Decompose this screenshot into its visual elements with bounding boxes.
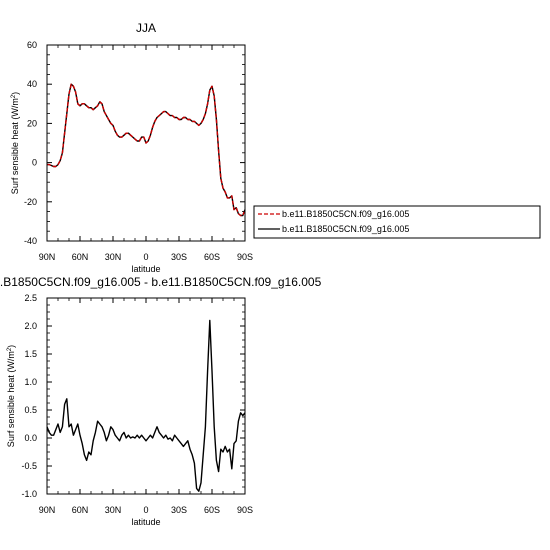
top-ylabel-close: ) xyxy=(10,92,20,95)
bottom-ytick-label: 1.5 xyxy=(24,349,37,359)
bottom-title: b.e11.B1850C5CN.f09_g16.005 - b.e11.B185… xyxy=(0,275,322,289)
top-ylabel-superscript: 2 xyxy=(11,94,17,98)
top-xlabel: latitude xyxy=(131,264,160,274)
bottom-ytick-label: 2.0 xyxy=(24,321,37,331)
legend: b.e11.B1850C5CN.f09_g16.005 b.e11.B1850C… xyxy=(253,205,541,239)
top-series-group xyxy=(47,83,246,217)
bottom-xtick-label: 60S xyxy=(204,505,220,515)
bottom-xtick-label: 60N xyxy=(72,505,89,515)
bottom-ytick-label: 0.5 xyxy=(24,405,37,415)
bottom-series-group xyxy=(46,319,246,492)
top-xtick-label: 60S xyxy=(204,252,220,262)
top-x-axis: 90N 60N 30N 0 30S 60S 90S xyxy=(39,45,253,262)
bottom-ytick-label: 1.0 xyxy=(24,377,37,387)
top-xtick-label: 90S xyxy=(237,252,253,262)
top-xtick-label: 30S xyxy=(171,252,187,262)
bottom-ylabel-close: ) xyxy=(6,345,16,348)
bottom-xtick-label: 0 xyxy=(143,505,148,515)
bottom-ytick-label: 2.5 xyxy=(24,293,37,303)
bottom-xtick-label: 90S xyxy=(237,505,253,515)
top-ytick-label: 20 xyxy=(27,118,37,128)
bottom-panel: b.e11.B1850C5CN.f09_g16.005 - b.e11.B185… xyxy=(0,275,322,527)
top-ylabel: Surf sensible heat (W/m2) xyxy=(10,92,20,194)
top-series-line-1 xyxy=(47,83,246,217)
bottom-ylabel-superscript: 2 xyxy=(7,347,13,351)
top-xtick-label: 0 xyxy=(143,252,148,262)
top-ytick-label: -20 xyxy=(24,197,37,207)
top-ytick-label: 60 xyxy=(27,40,37,50)
top-ytick-label: 0 xyxy=(32,158,37,168)
bottom-series-line-1 xyxy=(46,319,246,492)
bottom-ytick-label: 0.0 xyxy=(24,433,37,443)
bottom-xtick-label: 90N xyxy=(39,505,56,515)
top-y-axis: -40 -20 0 20 40 60 xyxy=(24,40,245,246)
bottom-y-axis: -1.0 -0.5 0.0 0.5 1.0 1.5 2.0 2.5 xyxy=(21,293,245,499)
bottom-ytick-label: -0.5 xyxy=(21,461,37,471)
top-xtick-label: 90N xyxy=(39,252,56,262)
bottom-ytick-label: -1.0 xyxy=(21,489,37,499)
top-ytick-label: 40 xyxy=(27,79,37,89)
legend-box xyxy=(253,205,541,239)
bottom-xtick-label: 30N xyxy=(105,505,122,515)
top-xtick-label: 30N xyxy=(105,252,122,262)
bottom-ylabel: Surf sensible heat (W/m2) xyxy=(6,345,16,447)
bottom-xtick-label: 30S xyxy=(171,505,187,515)
bottom-x-axis: 90N 60N 30N 0 30S 60S 90S xyxy=(39,298,253,515)
legend-entry-1: b.e11.B1850C5CN.f09_g16.005 xyxy=(282,209,409,219)
top-ytick-label: -40 xyxy=(24,236,37,246)
legend-entry-2: b.e11.B1850C5CN.f09_g16.005 xyxy=(282,224,409,234)
top-panel: JJA 90N 60N 30N 0 30S 60S 90S -40 -20 0 20 40 60 la… xyxy=(10,21,253,274)
top-ylabel-text: Surf sensible heat (W/m xyxy=(10,98,20,194)
bottom-ylabel-text: Surf sensible heat (W/m xyxy=(6,351,16,447)
top-xtick-label: 60N xyxy=(72,252,89,262)
bottom-xlabel: latitude xyxy=(131,517,160,527)
top-title: JJA xyxy=(136,21,156,35)
